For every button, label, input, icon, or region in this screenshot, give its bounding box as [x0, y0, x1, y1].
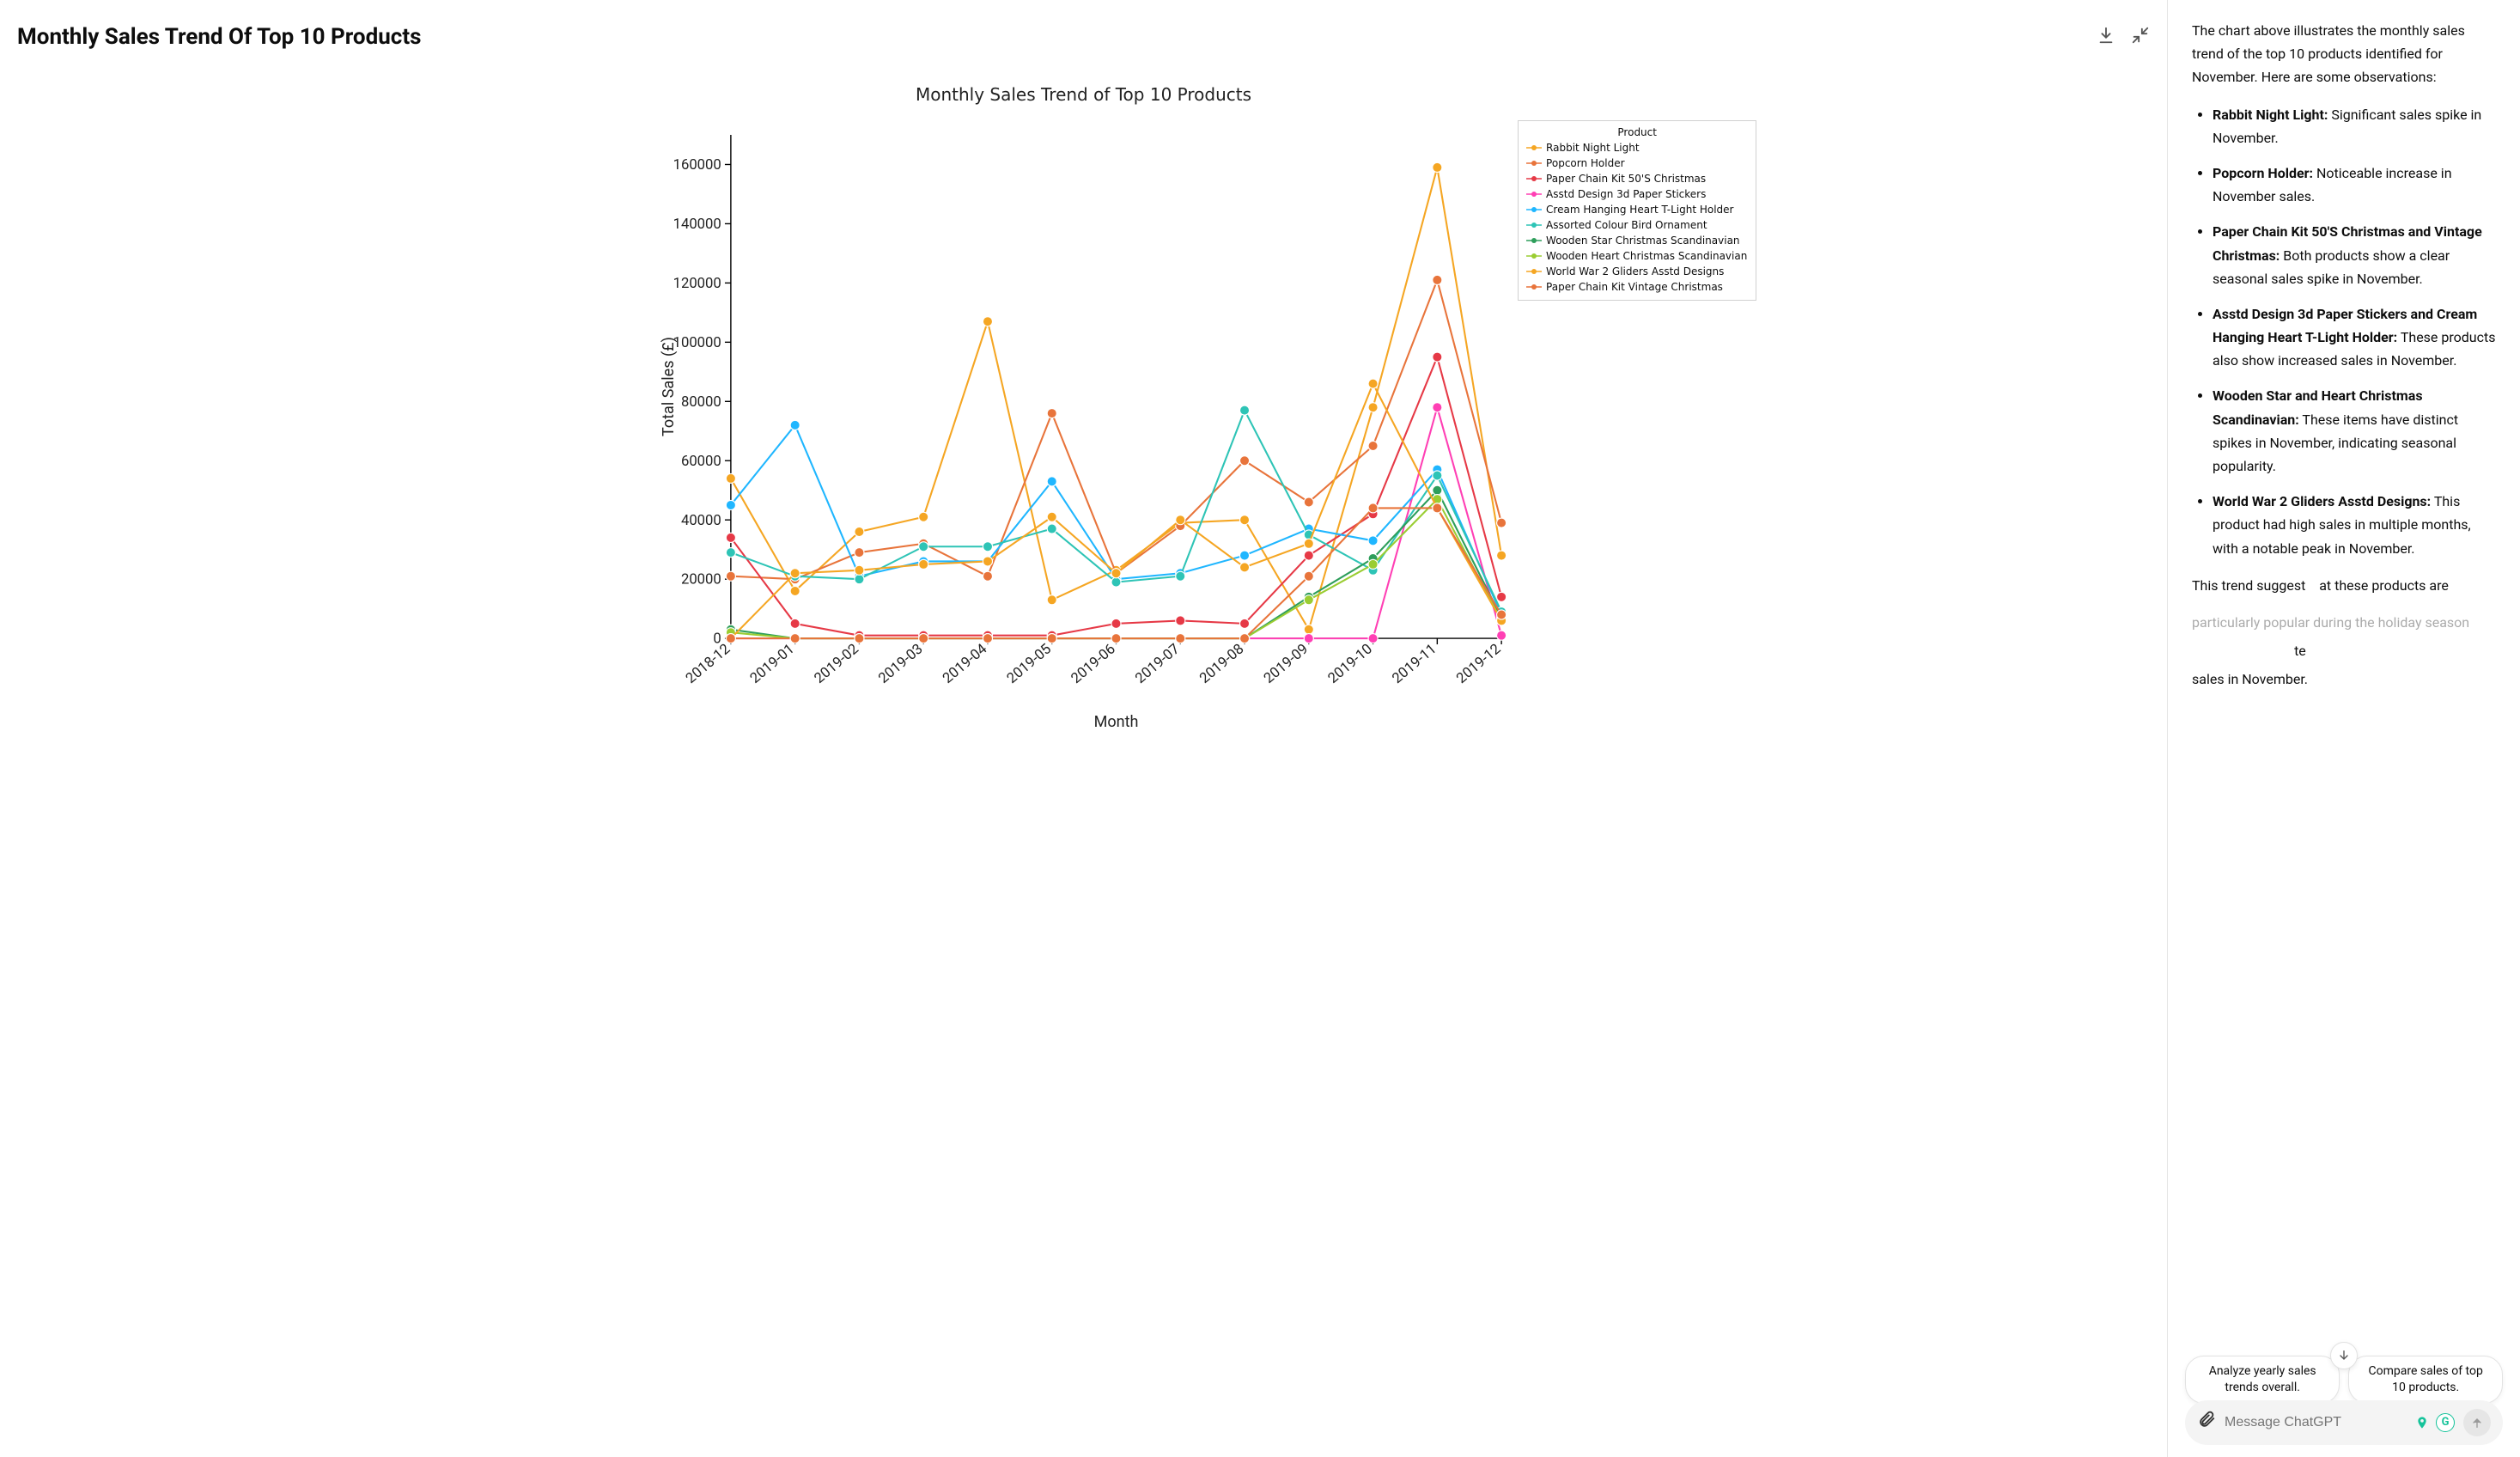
chart-legend: ProductRabbit Night LightPopcorn HolderP…: [1518, 120, 1756, 301]
analysis-panel: The chart above illustrates the monthly …: [2168, 0, 2520, 1457]
panel-title: Monthly Sales Trend Of Top 10 Products: [17, 24, 421, 50]
intro-paragraph: The chart above illustrates the monthly …: [2192, 19, 2496, 89]
svg-text:40000: 40000: [680, 513, 721, 529]
svg-text:2019-07: 2019-07: [1132, 641, 1183, 687]
sales-line-chart: 0200004000060000800001000001200001400001…: [654, 113, 1513, 734]
location-icon[interactable]: [2413, 1414, 2431, 1431]
collapse-icon[interactable]: [2131, 26, 2150, 48]
svg-text:2019-12: 2019-12: [1453, 641, 1504, 687]
svg-text:2019-05: 2019-05: [1004, 641, 1055, 687]
svg-text:2019-08: 2019-08: [1196, 641, 1247, 687]
svg-text:2019-03: 2019-03: [875, 641, 926, 687]
attach-icon[interactable]: [2197, 1410, 2216, 1436]
legend-item: Rabbit Night Light: [1527, 140, 1747, 155]
closing-faded: particularly popular during the holiday …: [2192, 611, 2496, 634]
svg-text:80000: 80000: [680, 394, 721, 411]
chart-title: Monthly Sales Trend of Top 10 Products: [654, 84, 1513, 105]
svg-text:2018-12: 2018-12: [683, 641, 733, 687]
closing-line: sales in November.: [2192, 668, 2496, 691]
observation-item: Rabbit Night Light: Significant sales sp…: [2213, 103, 2496, 149]
suggestion-chip[interactable]: Analyze yearly sales trends overall.: [2185, 1356, 2340, 1404]
svg-text:2019-11: 2019-11: [1389, 641, 1440, 687]
legend-item: Popcorn Holder: [1527, 155, 1747, 171]
send-button[interactable]: [2463, 1409, 2491, 1436]
message-composer: G: [2185, 1400, 2503, 1445]
chart-panel: Monthly Sales Trend Of Top 10 Products M…: [0, 0, 2168, 1457]
closing-partial: te: [2192, 639, 2496, 662]
svg-text:140000: 140000: [673, 216, 721, 233]
legend-item: World War 2 Gliders Asstd Designs: [1527, 264, 1747, 279]
svg-text:2019-01: 2019-01: [747, 641, 798, 687]
composer-badges: G: [2413, 1413, 2455, 1432]
legend-item: Paper Chain Kit 50'S Christmas: [1527, 171, 1747, 186]
scroll-down-button[interactable]: [2330, 1342, 2358, 1369]
svg-text:160000: 160000: [673, 157, 721, 174]
svg-text:Total Sales (£): Total Sales (£): [660, 337, 678, 436]
svg-text:100000: 100000: [673, 335, 721, 351]
legend-item: Cream Hanging Heart T-Light Holder: [1527, 202, 1747, 217]
observation-item: Paper Chain Kit 50'S Christmas and Vinta…: [2213, 220, 2496, 290]
observation-list: Rabbit Night Light: Significant sales sp…: [2192, 103, 2496, 560]
download-icon[interactable]: [2097, 26, 2115, 48]
svg-text:120000: 120000: [673, 276, 721, 292]
svg-text:60000: 60000: [680, 454, 721, 470]
chart-wrap: Monthly Sales Trend of Top 10 Products 0…: [654, 84, 1513, 734]
legend-item: Wooden Heart Christmas Scandinavian: [1527, 248, 1747, 264]
svg-text:2019-04: 2019-04: [940, 641, 990, 687]
observation-item: World War 2 Gliders Asstd Designs: This …: [2213, 490, 2496, 560]
observation-item: Popcorn Holder: Noticeable increase in N…: [2213, 162, 2496, 208]
svg-text:2019-02: 2019-02: [811, 641, 861, 687]
panel-header: Monthly Sales Trend Of Top 10 Products: [17, 24, 2150, 50]
analysis-text: The chart above illustrates the monthly …: [2192, 19, 2496, 1400]
svg-text:Month: Month: [1093, 713, 1138, 731]
legend-title: Product: [1527, 126, 1747, 138]
observation-item: Asstd Design 3d Paper Stickers and Cream…: [2213, 302, 2496, 373]
svg-text:20000: 20000: [680, 572, 721, 588]
svg-text:2019-06: 2019-06: [1068, 641, 1118, 687]
legend-item: Wooden Star Christmas Scandinavian: [1527, 233, 1747, 248]
svg-text:2019-09: 2019-09: [1261, 641, 1312, 687]
grammarly-icon[interactable]: G: [2436, 1413, 2455, 1432]
svg-text:2019-10: 2019-10: [1325, 641, 1376, 687]
closing-paragraph: This trend suggest at these products are: [2192, 574, 2496, 597]
composer-input[interactable]: [2225, 1415, 2405, 1430]
observation-item: Wooden Star and Heart Christmas Scandina…: [2213, 384, 2496, 478]
panel-actions: [2097, 26, 2150, 48]
legend-item: Paper Chain Kit Vintage Christmas: [1527, 279, 1747, 295]
legend-item: Assorted Colour Bird Ornament: [1527, 217, 1747, 233]
suggestion-chip[interactable]: Compare sales of top 10 products.: [2348, 1356, 2503, 1404]
legend-item: Asstd Design 3d Paper Stickers: [1527, 186, 1747, 202]
